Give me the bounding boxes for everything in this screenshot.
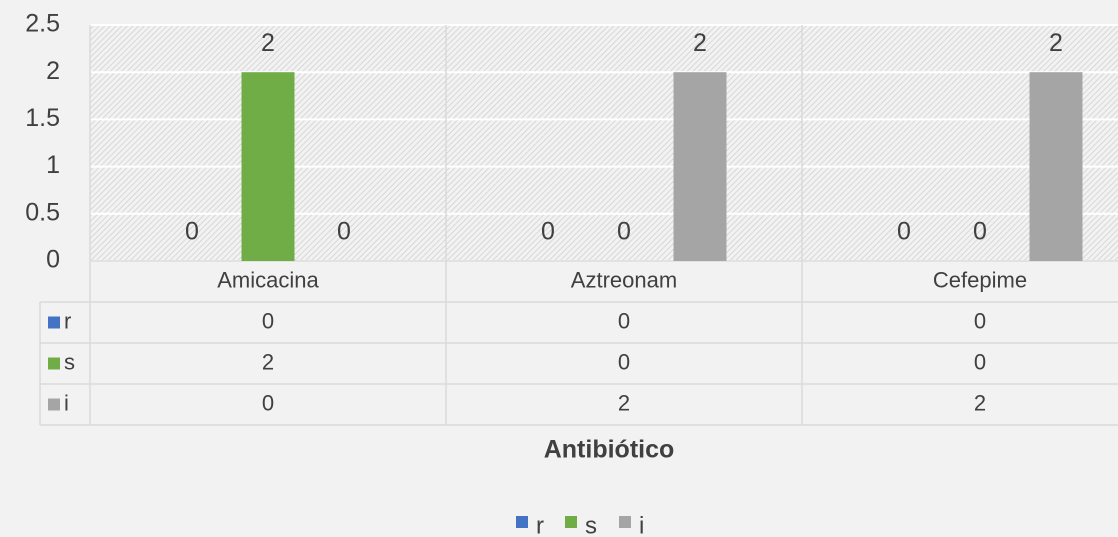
data-label: 0 <box>973 218 987 246</box>
y-tick-label: 1 <box>46 151 60 179</box>
data-label: 2 <box>261 29 275 57</box>
bar <box>241 72 295 261</box>
table-cell: 0 <box>262 390 274 415</box>
data-label: 0 <box>337 218 351 246</box>
bar <box>673 72 727 261</box>
table-cell: 0 <box>618 308 630 333</box>
y-tick-label: 2.5 <box>25 10 60 38</box>
table-legend-key <box>48 398 60 411</box>
data-label: 2 <box>1049 29 1063 57</box>
table-series-name: i <box>64 390 69 415</box>
table-series-name: r <box>64 308 71 333</box>
legend-label: i <box>639 512 644 537</box>
data-label: 0 <box>185 218 199 246</box>
table-cell: 2 <box>974 390 986 415</box>
legend-key <box>619 516 631 528</box>
data-label: 0 <box>617 218 631 246</box>
x-axis-title: Antibiótico <box>544 436 675 464</box>
table-legend-key <box>48 316 60 329</box>
table-series-name: s <box>64 349 75 374</box>
table-cell: 2 <box>618 390 630 415</box>
table-cell: 0 <box>618 349 630 374</box>
data-label: 0 <box>541 218 555 246</box>
bar <box>1029 72 1083 261</box>
table-legend-key <box>48 357 60 370</box>
y-tick-label: 0 <box>46 246 60 274</box>
data-label: 2 <box>693 29 707 57</box>
table-cell: 0 <box>974 308 986 333</box>
data-label: 0 <box>897 218 911 246</box>
y-tick-label: 0.5 <box>25 198 60 226</box>
x-tick-label: Amicacina <box>217 267 319 292</box>
table-cell: 0 <box>262 308 274 333</box>
table-cell: 2 <box>262 349 274 374</box>
x-tick-label: Aztreonam <box>571 267 677 292</box>
y-tick-label: 2 <box>46 57 60 85</box>
legend-label: r <box>536 512 544 537</box>
legend-label: s <box>585 512 597 537</box>
y-tick-label: 1.5 <box>25 104 60 132</box>
legend-key <box>516 516 528 528</box>
table-cell: 0 <box>974 349 986 374</box>
legend-key <box>565 516 577 528</box>
x-tick-label: Cefepime <box>933 267 1027 292</box>
